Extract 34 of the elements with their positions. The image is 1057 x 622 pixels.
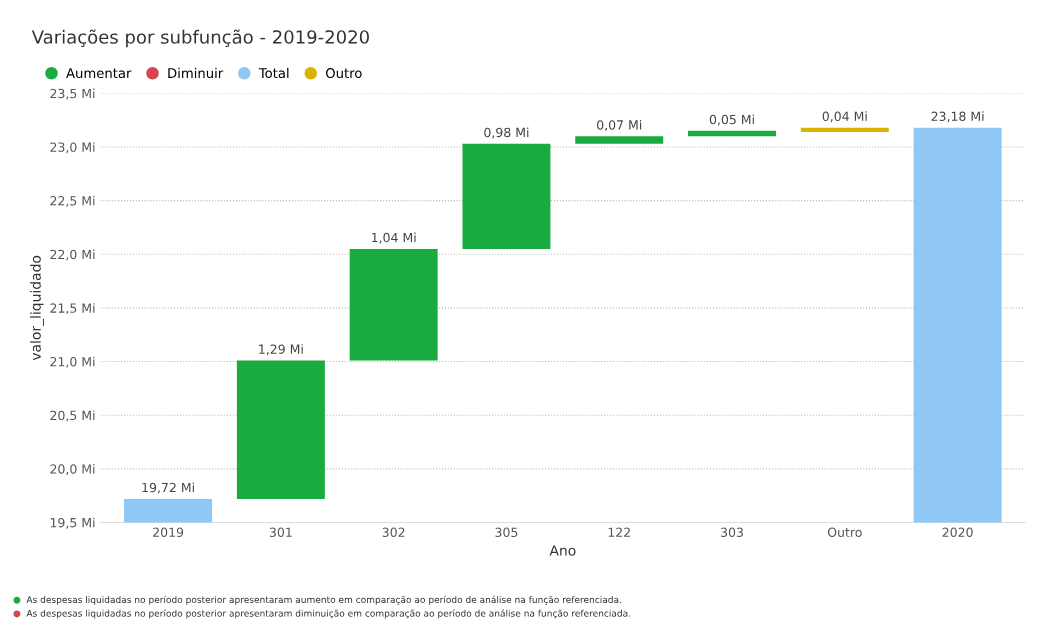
data-label: 23,18 Mi <box>931 111 984 123</box>
y-tick-label: 20,0 Mi <box>50 464 95 476</box>
x-tick-label: 305 <box>495 527 518 538</box>
y-tick-label: 23,5 Mi <box>50 88 95 100</box>
y-axis-title: valor_liquidado <box>30 255 44 361</box>
y-tick-label: 19,5 Mi <box>50 517 95 529</box>
y-tick-label: 21,0 Mi <box>50 356 95 368</box>
data-label: 0,98 Mi <box>484 127 529 139</box>
x-tick-label: 122 <box>608 527 630 537</box>
legend-label: Aumentar <box>66 68 132 79</box>
x-tick-label: 303 <box>721 527 743 538</box>
legend-label: Diminuir <box>168 67 224 79</box>
x-tick-label: 302 <box>382 527 405 538</box>
data-label: 19,72 Mi <box>142 482 194 494</box>
x-axis-title: Ano <box>549 545 576 556</box>
data-label: 0,07 Mi <box>597 119 642 131</box>
legend-label: Total <box>258 67 289 79</box>
text: As despesas liquidadas no período posterior apresentaram aumento em comparação ao período de análise na função referenciada. <box>26 595 621 605</box>
x-tick-label: 301 <box>269 527 292 538</box>
y-tick-label: 20,5 Mi <box>50 410 95 422</box>
text: As despesas liquidadas no período posterior apresentaram diminuição em comparação ao período de análise na função referenciada. <box>26 609 631 619</box>
legend-label: Outro <box>326 68 362 79</box>
x-tick-label: 2020 <box>942 527 973 538</box>
y-tick-label: 23,0 Mi <box>50 142 95 154</box>
chart-title: Variações por subfunção - 2019-2020 <box>31 29 369 48</box>
data-label: 0,04 Mi <box>822 111 867 123</box>
y-tick-label: 21,5 Mi <box>50 303 95 315</box>
data-label: 0,05 Mi <box>709 114 754 126</box>
data-label: 1,29 Mi <box>259 344 303 356</box>
data-label: 1,04 Mi <box>372 232 416 244</box>
y-tick-label: 22,5 Mi <box>50 195 95 207</box>
x-tick-label: Outro <box>827 527 862 538</box>
x-tick-label: 2019 <box>153 527 184 538</box>
y-tick-label: 22,0 Mi <box>50 249 95 261</box>
